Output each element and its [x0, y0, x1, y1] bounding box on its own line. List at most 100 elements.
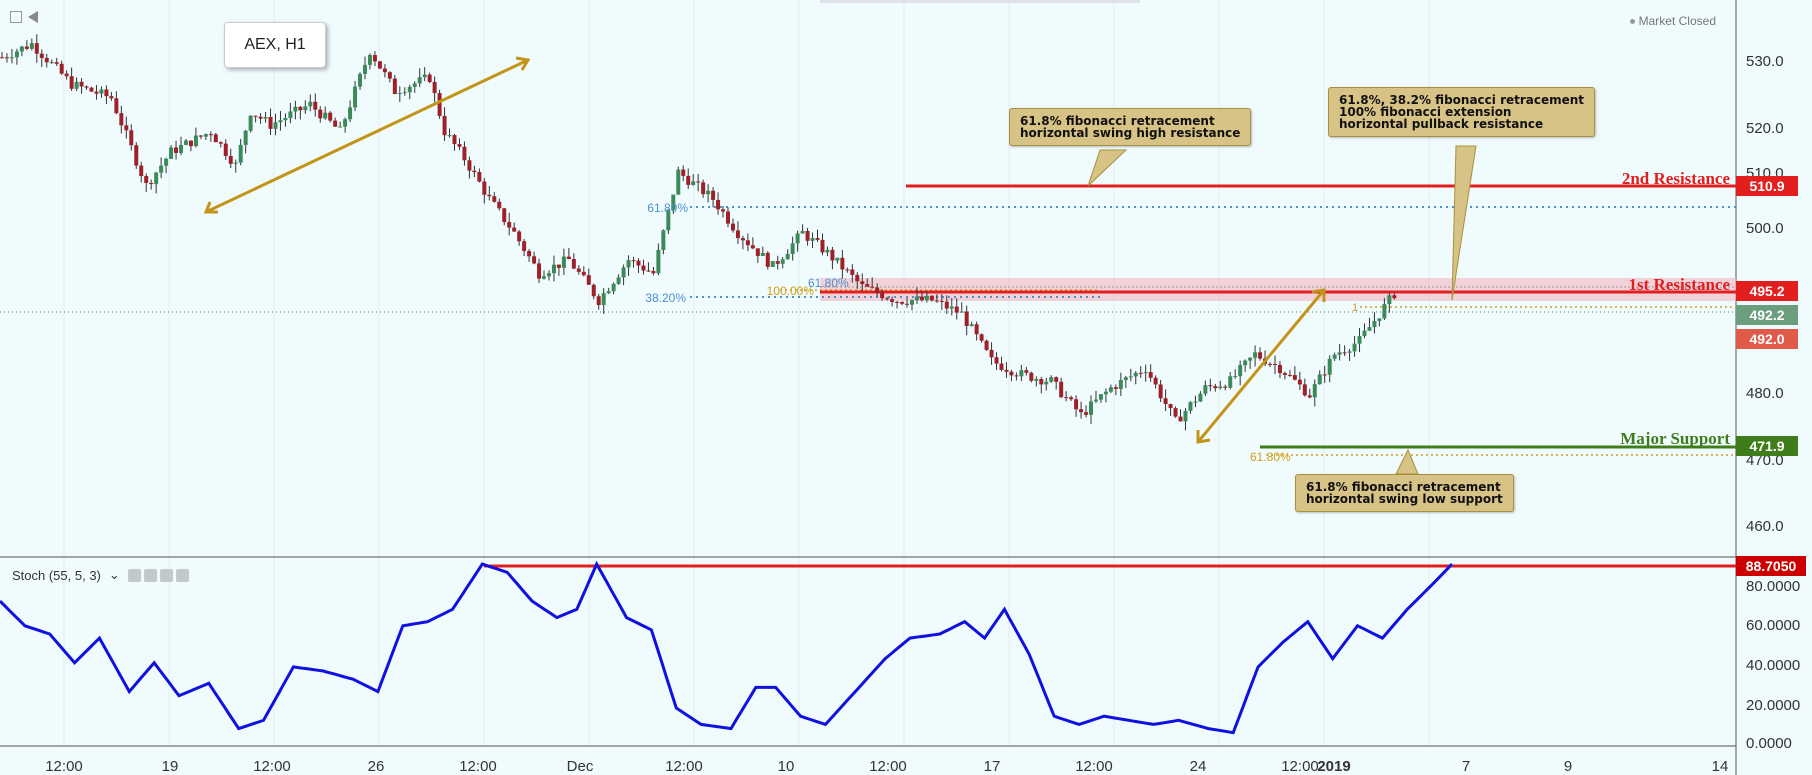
candle-down	[745, 240, 750, 246]
candle-up	[706, 190, 711, 195]
collapse-icon[interactable]	[10, 11, 22, 23]
candle-down	[253, 115, 258, 117]
candle-down	[0, 57, 4, 59]
candle-up	[959, 311, 964, 313]
candle-down	[830, 249, 835, 261]
candle-up	[790, 243, 795, 255]
candle-up	[193, 135, 198, 147]
candle-down	[482, 181, 487, 195]
trend-arrows	[203, 56, 1326, 444]
candle-up	[1233, 376, 1238, 378]
candle-down	[805, 230, 810, 241]
candle-down	[124, 125, 129, 131]
candle-down	[681, 169, 686, 176]
candle-up	[238, 144, 243, 163]
candle-down	[556, 264, 561, 268]
fib-100-label: 100.00%	[767, 284, 815, 298]
candle-down	[1069, 397, 1074, 400]
time-tick: 17	[984, 758, 1001, 775]
candle-down	[646, 270, 651, 272]
candle-down	[268, 116, 273, 129]
candle-down	[566, 256, 571, 259]
time-tick: 12:00	[253, 758, 291, 775]
candle-down	[1024, 370, 1029, 373]
candle-up	[546, 273, 551, 277]
price-tick: 460.0	[1746, 518, 1784, 535]
candle-up	[795, 233, 800, 244]
candle-up	[1044, 381, 1049, 385]
tag-bg	[1736, 176, 1798, 196]
candle-up	[835, 257, 840, 261]
candle-down	[79, 81, 84, 87]
candle-down	[954, 306, 959, 313]
candle-down	[641, 265, 646, 271]
candle-down	[198, 135, 203, 137]
candle-down	[875, 287, 880, 293]
eye-icon[interactable]	[127, 568, 141, 582]
candle-up	[671, 194, 676, 210]
settings-icon[interactable]	[143, 568, 157, 582]
arrow-1-head-a	[203, 201, 218, 214]
candle-down	[929, 295, 934, 301]
candle-down	[432, 81, 437, 94]
candle-down	[845, 269, 850, 271]
candle-up	[621, 267, 626, 278]
candle-up	[1382, 304, 1387, 319]
candle-down	[1039, 378, 1044, 385]
indicator-tools	[127, 568, 189, 582]
candle-up	[561, 256, 566, 268]
candle-down	[711, 190, 716, 200]
candle-down	[1223, 386, 1228, 388]
candle-up	[1387, 295, 1392, 305]
candle-down	[537, 263, 542, 279]
candle-down	[39, 53, 44, 58]
candle-down	[726, 211, 730, 224]
candle-down	[134, 145, 139, 166]
top-scroll-bar[interactable]	[820, 0, 1140, 3]
candle-down	[820, 239, 825, 253]
candle-up	[29, 43, 34, 49]
market-status-text: Market Closed	[1638, 14, 1716, 28]
close-icon[interactable]	[175, 568, 189, 582]
candle-up	[308, 101, 313, 107]
candle-up	[1253, 352, 1258, 358]
candle-up	[810, 238, 815, 241]
candle-down	[313, 101, 318, 110]
candle-up	[367, 54, 372, 65]
indicator-dropdown-icon[interactable]: ⌄	[108, 567, 120, 582]
candle-up	[1228, 376, 1233, 388]
candle-up	[1188, 402, 1193, 411]
candle-down	[944, 301, 949, 309]
candle-up	[323, 112, 328, 119]
candle-up	[1034, 378, 1039, 381]
candle-up	[770, 261, 775, 267]
time-tick: 12:00	[665, 758, 703, 775]
tag-bg	[1736, 305, 1798, 325]
candle-up	[626, 260, 631, 268]
time-tick: Dec	[567, 758, 594, 775]
add-icon[interactable]	[159, 568, 173, 582]
time-tick: 12:00	[45, 758, 83, 775]
candle-down	[208, 134, 213, 136]
flag-icon[interactable]	[28, 11, 38, 23]
time-tick: 19	[162, 758, 179, 775]
candle-down	[750, 245, 755, 249]
candle-down	[512, 227, 517, 232]
callout-pointer-pullback	[1451, 145, 1477, 301]
candle-down	[218, 142, 223, 144]
candle-up	[1312, 384, 1317, 398]
candle-down	[1084, 412, 1089, 415]
tag-bg	[1736, 436, 1798, 456]
candle-down	[377, 61, 382, 69]
candle-down	[905, 303, 910, 305]
price-axis: 530.0 520.0 510.0 500.0 480.0 470.0 460.…	[1746, 53, 1784, 535]
candle-down	[129, 130, 134, 146]
major-support-label: Major Support	[1620, 429, 1730, 448]
candle-down	[576, 268, 581, 272]
candle-down	[1029, 372, 1034, 381]
time-tick: 10	[778, 758, 795, 775]
candle-up	[164, 158, 169, 166]
candle-down	[989, 349, 994, 358]
stoch-axis: 80.0000 60.0000 40.0000 20.0000 0.0000	[1746, 578, 1800, 752]
candle-up	[303, 106, 308, 111]
